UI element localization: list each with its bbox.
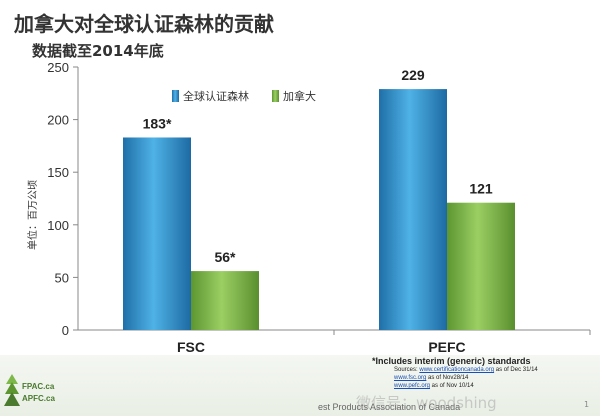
source-link-fsc[interactable]: www.fsc.org xyxy=(394,375,427,381)
legend-swatch xyxy=(272,90,279,102)
logo-fpac: FPAC.ca xyxy=(22,382,55,391)
page-number: 1 xyxy=(584,400,590,409)
bar-fsc-0 xyxy=(123,137,191,330)
y-tick-label: 250 xyxy=(47,60,69,75)
source-suffix: as of Nov28/14 xyxy=(426,375,469,381)
legend-label: 全球认证森林 xyxy=(183,89,249,103)
y-tick-label: 200 xyxy=(47,113,69,128)
logo-apfc: APFC.ca xyxy=(22,394,55,403)
data-label: 121 xyxy=(469,181,493,197)
tree-icon xyxy=(4,374,20,406)
bar-fsc-1 xyxy=(191,271,259,330)
watermark: 微信号：woodshing xyxy=(356,394,497,412)
y-tick-label: 0 xyxy=(62,323,69,338)
data-label: 56* xyxy=(214,249,236,265)
source-link-certificationcanada[interactable]: www.certificationcanada.org xyxy=(419,367,495,373)
source-suffix: as of Nov 10/14 xyxy=(430,383,474,389)
fpac-logo: FPAC.ca APFC.ca xyxy=(4,372,70,412)
bar-pefc-1 xyxy=(447,202,515,330)
x-tick-label: FSC xyxy=(177,339,205,355)
association-text: est Products Association of Canada xyxy=(318,402,461,412)
y-tick-label: 150 xyxy=(47,165,69,180)
chart-bars: 183* 56* 229 121 xyxy=(123,67,515,330)
y-tick-label: 50 xyxy=(55,270,69,285)
data-label: 229 xyxy=(401,67,425,83)
source-link-pefc[interactable]: www.pefc.org xyxy=(394,383,431,389)
source-line-3: www.pefc.org as of Nov 10/14 xyxy=(394,382,598,390)
source-prefix: Sources: xyxy=(394,367,420,373)
source-line-1: Sources: www.certificationcanada.org as … xyxy=(394,366,598,374)
chart-axes: 0 50 100 150 200 250 FSC PEFC xyxy=(47,60,591,355)
source-line-2: www.fsc.org as of Nov28/14 xyxy=(394,374,598,382)
footer-band xyxy=(0,355,600,416)
footnote-main: *Includes interim (generic) standards xyxy=(372,356,531,366)
data-label: 183* xyxy=(143,115,172,131)
page-title: 加拿大对全球认证森林的贡献 xyxy=(14,12,274,36)
page-subtitle: 数据截至2014年底 xyxy=(32,42,164,60)
source-suffix: as of Dec 31/14 xyxy=(494,367,538,373)
bar-pefc-0 xyxy=(379,89,447,330)
footnotes: *Includes interim (generic) standards So… xyxy=(372,356,598,390)
x-tick-label: PEFC xyxy=(428,339,465,355)
y-tick-label: 100 xyxy=(47,218,69,233)
chart-legend: 全球认证森林 加拿大 xyxy=(172,89,316,103)
legend-label: 加拿大 xyxy=(283,89,316,103)
y-axis-label: 单位：百万公顷 xyxy=(26,180,39,250)
legend-swatch xyxy=(172,90,179,102)
